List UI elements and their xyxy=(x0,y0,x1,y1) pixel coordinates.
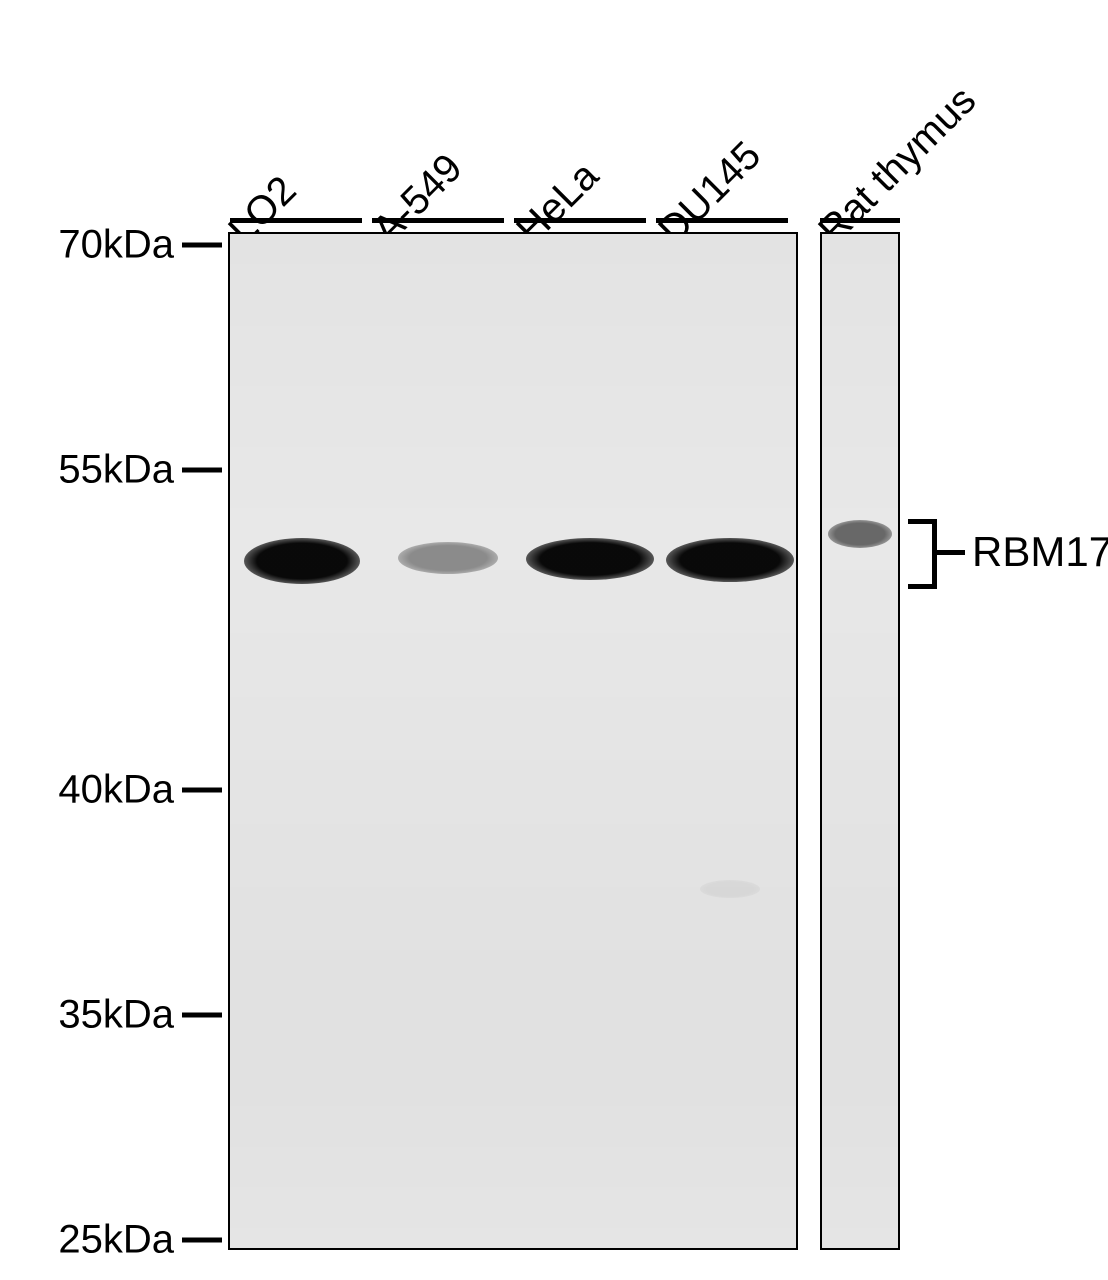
mw-label-55: 55kDa xyxy=(4,448,174,493)
band-rat xyxy=(828,520,892,548)
mw-label-35: 35kDa xyxy=(4,993,174,1038)
blot-panel-main xyxy=(228,232,798,1250)
mw-label-25: 25kDa xyxy=(4,1218,174,1263)
band-hela xyxy=(526,538,654,580)
mw-tick-40 xyxy=(182,788,222,793)
lane-underline-rat xyxy=(820,218,900,223)
western-blot-figure: 70kDa 55kDa 40kDa 35kDa 25kDa LO2 A-549 … xyxy=(0,0,1108,1280)
blot-noise-rat xyxy=(822,234,898,1248)
blot-panel-rat xyxy=(820,232,900,1250)
band-lo2 xyxy=(244,538,360,584)
mw-label-70: 70kDa xyxy=(4,223,174,268)
mw-tick-55 xyxy=(182,468,222,473)
band-faint-1 xyxy=(700,880,760,898)
protein-label: RBM17 xyxy=(972,528,1108,576)
lane-label-rat: Rat thymus xyxy=(810,78,985,253)
lane-underline-du145 xyxy=(656,218,788,223)
band-a549 xyxy=(398,542,498,574)
bracket-dash xyxy=(937,550,965,555)
blot-noise-main xyxy=(230,234,796,1248)
mw-tick-35 xyxy=(182,1013,222,1018)
mw-tick-70 xyxy=(182,243,222,248)
lane-underline-hela xyxy=(514,218,646,223)
lane-underline-a549 xyxy=(372,218,504,223)
mw-tick-25 xyxy=(182,1238,222,1243)
mw-label-40: 40kDa xyxy=(4,768,174,813)
lane-underline-lo2 xyxy=(230,218,362,223)
band-du145 xyxy=(666,538,794,582)
